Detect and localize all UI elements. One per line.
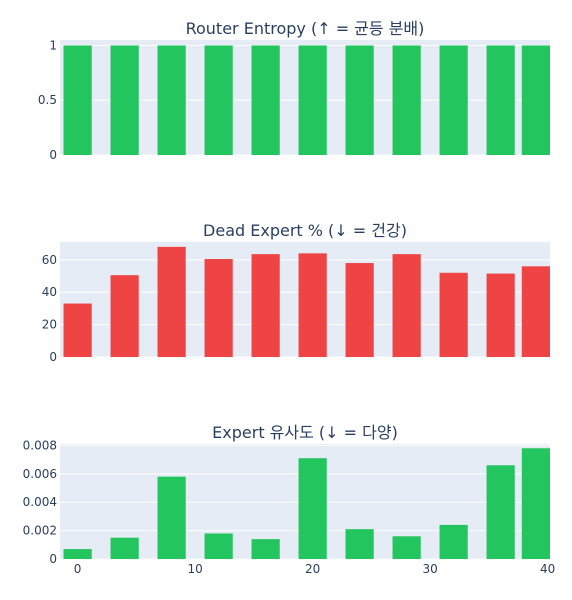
y-tick-label: 0.5 [38, 93, 57, 107]
bar [251, 254, 280, 357]
x-tick-labels: 0 10 20 30 40 [74, 562, 555, 576]
bar [392, 254, 421, 357]
subplot-expert-similarity: 0 0.002 0.004 0.006 0.008 0 10 20 30 40 Expert 유… [23, 423, 556, 576]
y-tick-labels: 0 0.002 0.004 0.006 0.008 [23, 438, 57, 566]
bar [345, 45, 374, 155]
bar [486, 273, 515, 357]
bars [63, 246, 550, 357]
bar [486, 465, 515, 559]
x-tick-label: 40 [540, 562, 555, 576]
bar [298, 458, 327, 559]
bar [157, 45, 186, 155]
chart-title-dead-expert: Dead Expert % (↓ = 건강) [203, 221, 407, 240]
bar [110, 45, 139, 155]
y-tick-labels: 00.51 [38, 38, 57, 162]
y-tick-label: 60 [42, 253, 57, 267]
y-tick-label: 20 [42, 318, 57, 332]
bar [439, 45, 468, 155]
y-tick-label: 0 [49, 552, 57, 566]
x-tick-label: 30 [423, 562, 438, 576]
bar [298, 45, 327, 155]
y-tick-label: 0 [49, 350, 57, 364]
subplot-dead-expert: 0 20 40 60 Dead Expert % (↓ = 건강) [42, 221, 550, 364]
x-tick-label: 10 [187, 562, 202, 576]
y-tick-label: 0.008 [23, 438, 57, 452]
x-tick-label: 20 [305, 562, 320, 576]
x-tick-label: 0 [74, 562, 82, 576]
y-tick-label: 0 [49, 148, 57, 162]
bar [392, 536, 421, 559]
bar [204, 533, 233, 559]
bars [63, 448, 550, 559]
y-tick-label: 40 [42, 285, 57, 299]
bar [345, 263, 374, 357]
bar [486, 45, 515, 155]
bar [439, 524, 468, 559]
bar [110, 537, 139, 559]
bar [298, 253, 327, 357]
y-tick-label: 0.004 [23, 495, 57, 509]
bar [345, 529, 374, 559]
bar [63, 45, 92, 155]
bar [251, 45, 280, 155]
bar [157, 246, 186, 357]
bar [439, 272, 468, 357]
subplot-router-entropy: 00.51 Router Entropy (↑ = 균등 분배) [38, 19, 550, 162]
y-tick-labels: 0 20 40 60 [42, 253, 57, 364]
chart-title-router-entropy: Router Entropy (↑ = 균등 분배) [186, 19, 425, 38]
bar [63, 549, 92, 559]
bar [204, 259, 233, 357]
bar [251, 539, 280, 559]
bar [157, 476, 186, 559]
bar [110, 275, 139, 357]
y-tick-label: 0.006 [23, 467, 57, 481]
chart-title-expert-similarity: Expert 유사도 (↓ = 다양) [212, 423, 398, 442]
bar [521, 45, 550, 155]
bar [521, 448, 550, 559]
y-tick-label: 0.002 [23, 524, 57, 538]
bar [63, 303, 92, 357]
y-tick-label: 1 [49, 38, 57, 52]
bar [392, 45, 421, 155]
bar [521, 266, 550, 357]
bar [204, 45, 233, 155]
bars [63, 45, 550, 155]
